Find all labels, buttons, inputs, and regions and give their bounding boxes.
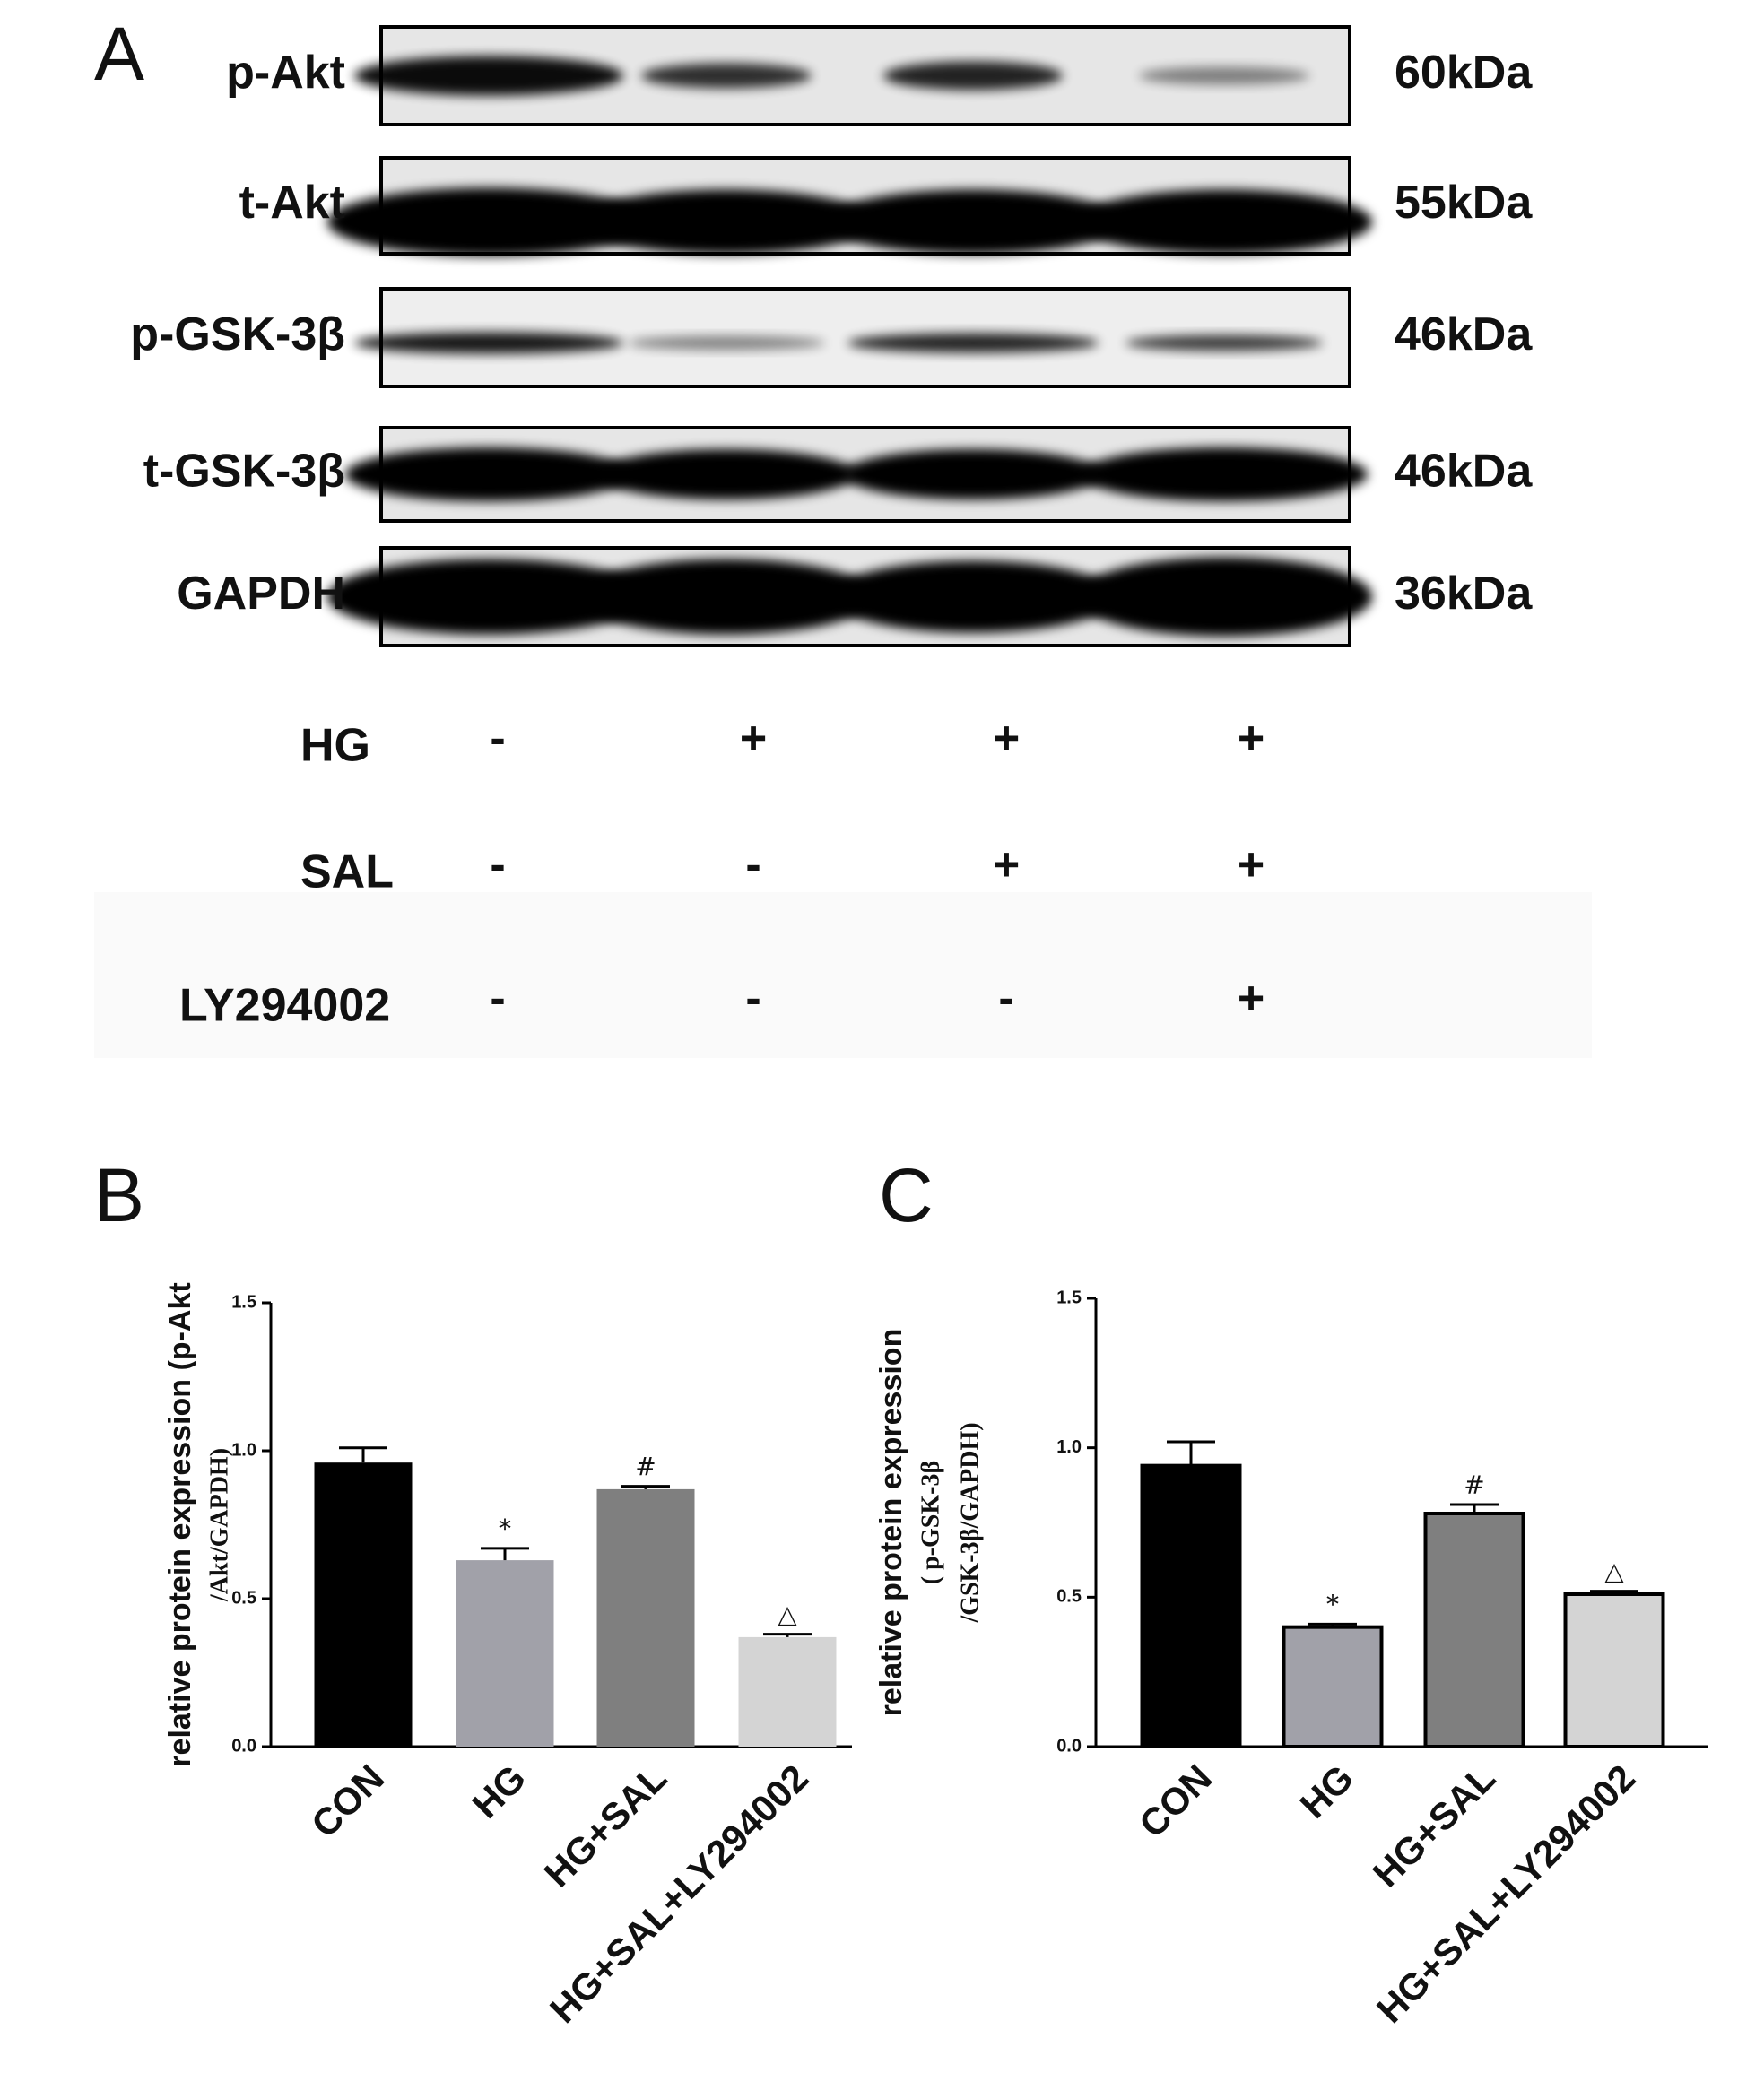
band — [825, 189, 1121, 255]
annotation: △ — [778, 1600, 797, 1629]
band — [327, 187, 650, 256]
y-axis-label: /GSK-3β/GAPDH) — [956, 1422, 984, 1623]
band — [641, 63, 812, 89]
treatment-sign: - — [490, 839, 505, 891]
protein-label: p-Akt — [226, 47, 345, 99]
y-tick-label: 0.0 — [1056, 1736, 1082, 1756]
treatment-sign: - — [490, 973, 505, 1025]
band — [628, 335, 825, 351]
band — [327, 559, 650, 635]
band — [354, 56, 623, 96]
y-tick-label: 1.5 — [231, 1292, 256, 1312]
mw-label: 36kDa — [1395, 568, 1533, 620]
x-tick-label: HG — [1291, 1756, 1361, 1826]
treatment-sign: + — [1238, 839, 1264, 891]
treatment-label: SAL — [300, 846, 394, 898]
y-axis-label: ( p-GSK-3β — [917, 1461, 944, 1584]
bar — [596, 1488, 695, 1747]
bar — [738, 1636, 837, 1747]
annotation: △ — [1604, 1557, 1624, 1586]
annotation: * — [1326, 1590, 1339, 1619]
protein-label: t-GSK-3β — [143, 446, 345, 498]
treatment-sign: + — [740, 713, 767, 765]
y-tick-label: 1.5 — [1056, 1288, 1082, 1307]
panel-label: A — [94, 12, 144, 96]
treatment-sign: + — [993, 839, 1020, 891]
x-tick-label: HG+SAL+LY294002 — [542, 1756, 816, 2031]
protein-label: p-GSK-3β — [130, 308, 345, 360]
annotation: * — [499, 1514, 511, 1543]
band — [847, 333, 1099, 353]
y-axis-label: relative protein expression — [874, 1329, 908, 1717]
bar — [1423, 1512, 1525, 1748]
protein-label: t-Akt — [239, 177, 345, 229]
y-tick-label: 0.5 — [231, 1588, 256, 1608]
bar — [456, 1560, 554, 1747]
band — [354, 332, 623, 354]
treatment-sign: - — [490, 713, 505, 765]
treatment-sign: - — [745, 839, 760, 891]
bar — [1282, 1625, 1384, 1748]
x-tick-label: HG+SAL — [1365, 1756, 1504, 1895]
annotation: # — [635, 1452, 656, 1481]
bar — [314, 1462, 413, 1747]
x-tick-label: CON — [303, 1756, 392, 1845]
y-tick-label: 0.0 — [231, 1736, 256, 1756]
y-tick-label: 1.0 — [1056, 1437, 1082, 1457]
treatment-sign: + — [993, 713, 1020, 765]
x-tick-label: HG+SAL+LY294002 — [1369, 1756, 1643, 2031]
mw-label: 46kDa — [1395, 308, 1533, 360]
x-tick-label: HG+SAL — [536, 1756, 675, 1895]
background-patch — [94, 892, 1592, 1058]
bar — [1140, 1463, 1242, 1748]
treatment-sign: + — [1238, 713, 1264, 765]
band — [1076, 557, 1372, 637]
treatment-sign: - — [998, 973, 1013, 1025]
y-axis-label: relative protein expression (p-Akt — [163, 1282, 197, 1766]
band — [883, 61, 1063, 91]
band — [1139, 66, 1309, 85]
mw-label: 46kDa — [1395, 446, 1533, 498]
treatment-label: HG — [300, 720, 370, 772]
band — [1076, 189, 1372, 255]
x-tick-label: HG — [464, 1756, 534, 1826]
panel-label: C — [879, 1153, 934, 1237]
band — [830, 560, 1117, 633]
x-tick-label: CON — [1131, 1756, 1220, 1845]
bar — [1563, 1592, 1665, 1748]
band — [596, 449, 856, 499]
mw-label: 55kDa — [1395, 177, 1533, 229]
treatment-sign: + — [1238, 973, 1264, 1025]
y-tick-label: 1.0 — [231, 1440, 256, 1460]
y-tick-label: 0.5 — [1056, 1587, 1082, 1607]
band — [578, 559, 874, 635]
band — [578, 189, 874, 255]
band — [345, 447, 632, 501]
annotation: # — [1464, 1470, 1484, 1500]
panel-label: B — [94, 1153, 144, 1237]
band — [1081, 447, 1368, 501]
y-axis-label: /Akt/GAPDH) — [205, 1448, 233, 1602]
protein-label: GAPDH — [177, 568, 345, 620]
band — [843, 449, 1103, 499]
band — [1125, 334, 1323, 351]
treatment-sign: - — [745, 973, 760, 1025]
treatment-label: LY294002 — [179, 980, 390, 1032]
mw-label: 60kDa — [1395, 47, 1533, 99]
